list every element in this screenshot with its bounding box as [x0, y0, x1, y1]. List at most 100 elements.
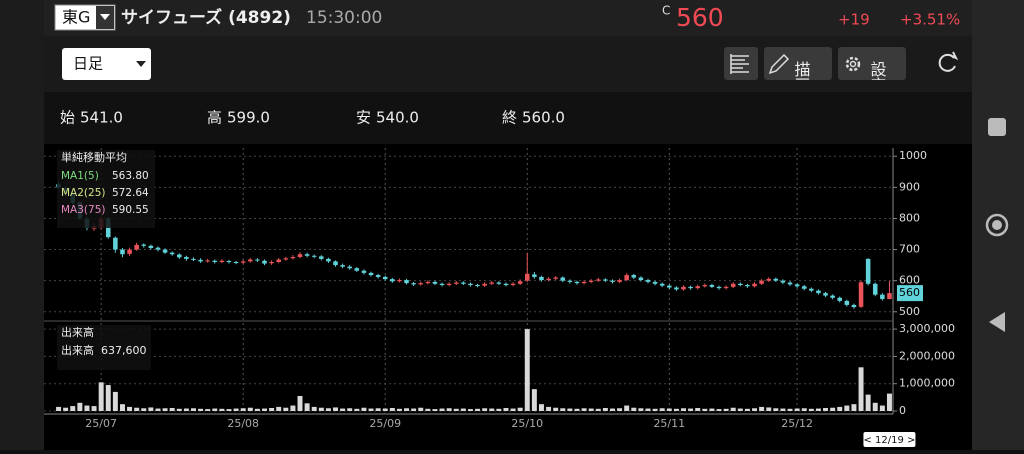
candle-body [368, 272, 374, 276]
legend-value: 590.55 [112, 204, 149, 216]
volume-bar [574, 408, 580, 411]
volume-bar [510, 408, 516, 411]
cursor-label-bg[interactable] [863, 432, 916, 447]
candle-body [524, 273, 530, 281]
price-tag: 560 [899, 286, 920, 299]
candle-body [659, 283, 665, 286]
volume-bar [617, 408, 623, 411]
price: 560 [676, 3, 724, 32]
candle-body [695, 286, 700, 289]
volume-bar [794, 408, 800, 411]
volume-bar [212, 408, 218, 411]
volume-bar [851, 404, 857, 411]
volume-bar [460, 408, 466, 411]
nav-back[interactable] [989, 312, 1005, 332]
candle-body [319, 256, 324, 259]
volume-bar [489, 408, 495, 411]
volume-bar [588, 408, 594, 411]
volume-bar [808, 408, 814, 411]
volume-bar [524, 329, 530, 411]
x-tick-label: 25/07 [85, 417, 117, 430]
candle-body [425, 281, 431, 284]
gear-hub [849, 60, 857, 68]
candle-body [546, 278, 551, 281]
candle-body [780, 280, 786, 283]
market-arrow [100, 14, 110, 20]
candle-body [404, 280, 409, 284]
volume-bar [155, 408, 161, 411]
nav-recent[interactable] [988, 118, 1006, 136]
volume-bar [198, 408, 204, 411]
y-tick-label: 2,000,000 [899, 349, 955, 362]
volume-bar [638, 408, 644, 411]
x-tick-label: 25/09 [369, 417, 401, 430]
volume-bar [759, 406, 765, 411]
candle-body [766, 278, 771, 281]
draw-button[interactable]: 描画 [764, 47, 832, 93]
volume-bar [276, 406, 282, 411]
ohlc-values: 始 541.0 高 599.0 安 540.0 終 560.0 [60, 109, 565, 127]
volume-bar [84, 405, 90, 411]
candle-body [688, 286, 693, 289]
settings-label: 設定 [868, 61, 887, 93]
y-tick-label: 1,000,000 [899, 377, 955, 390]
volume-bar [496, 408, 502, 411]
candle-body [823, 293, 828, 296]
volume-bar [361, 407, 367, 411]
y-tick-label: 500 [899, 305, 920, 318]
candle-body [482, 283, 487, 286]
candle-body [510, 283, 516, 286]
candle-body [816, 290, 821, 294]
x-tick-label: 25/11 [653, 417, 685, 430]
candle-body [283, 258, 289, 260]
volume-bar [709, 408, 715, 411]
volume-bar [247, 407, 253, 411]
volume-bar [70, 406, 76, 411]
ohlc-row [44, 92, 972, 144]
candle-body [148, 245, 154, 248]
volume-bar [134, 407, 140, 411]
volume-bar [183, 408, 189, 411]
candle-body [674, 287, 679, 290]
candle-body [127, 249, 132, 254]
candle-body [716, 286, 722, 289]
legend-box [57, 150, 155, 228]
volume-bar [411, 408, 417, 411]
candle-body [738, 283, 743, 286]
candle-body [702, 285, 708, 287]
candle-body [837, 297, 843, 301]
volume-bar [844, 405, 850, 411]
volume-bar [98, 382, 104, 411]
refresh-icon[interactable] [938, 53, 956, 72]
volume-bar [91, 406, 97, 411]
ohlc-label: 始 [60, 109, 75, 127]
volume-bar [553, 407, 559, 411]
candle-body [205, 260, 210, 262]
candle-body [532, 274, 537, 277]
candle-body [439, 283, 445, 286]
volume-bar [325, 408, 331, 411]
y-tick-label: 900 [899, 180, 920, 193]
volume-bar [77, 402, 83, 411]
bars-icon [730, 54, 749, 74]
price-tag-bg [897, 285, 923, 302]
cursor-label: < 12/19 > [863, 435, 915, 446]
nav-home[interactable] [985, 213, 1009, 237]
pencil-icon [768, 53, 790, 75]
change: +19 [838, 11, 870, 29]
candle-body [787, 282, 793, 285]
candle-body [248, 259, 253, 262]
settings-button[interactable]: 設定 [838, 47, 906, 93]
volume-bar [375, 408, 381, 411]
legend-name: MA2(25) [61, 187, 105, 199]
volume-bar [119, 404, 125, 411]
period-select[interactable] [62, 48, 151, 80]
ohlc-value: 540.0 [376, 109, 419, 127]
volume-bar [169, 407, 175, 411]
candle-body [141, 244, 147, 246]
candle-body [872, 283, 878, 295]
volume-bar [609, 408, 615, 411]
volume-bar [382, 408, 388, 411]
volume-bar [176, 408, 182, 411]
